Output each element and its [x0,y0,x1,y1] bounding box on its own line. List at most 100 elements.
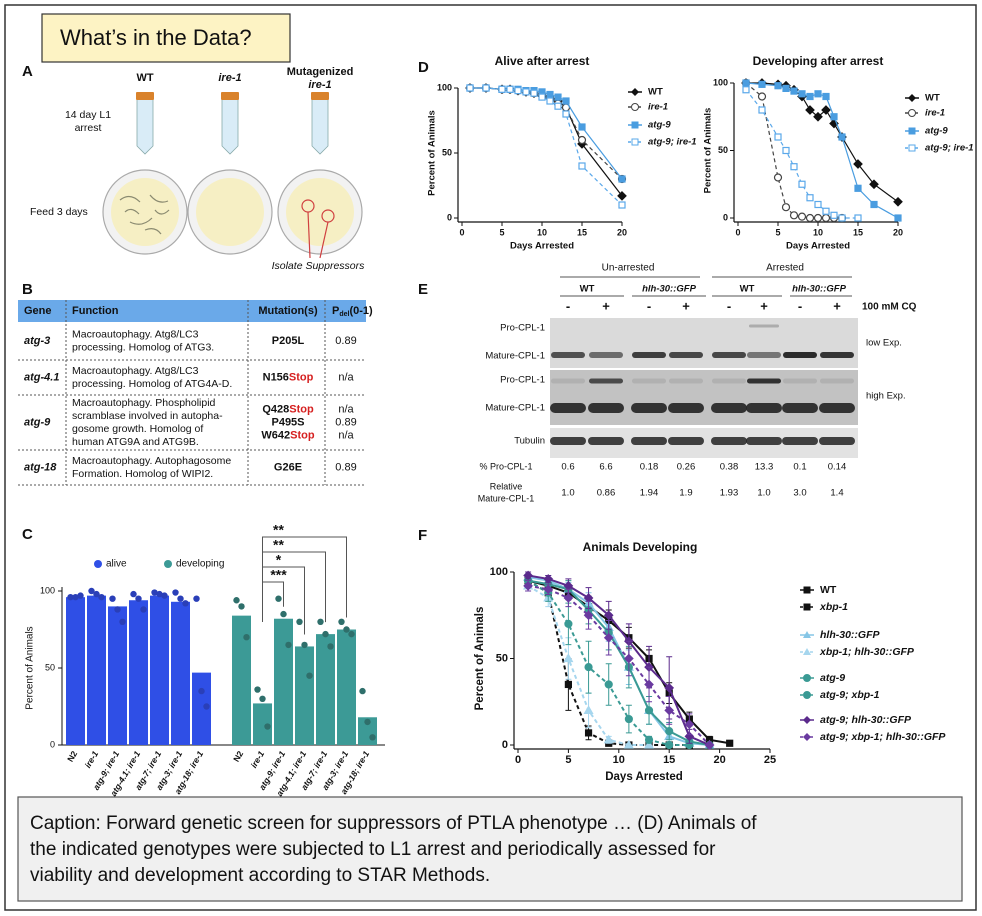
treatment-sign: - [798,298,802,313]
legend-label: atg-9; xbp-1 [820,689,880,701]
band-label: Tubulin [514,436,545,447]
group-label: Arrested [766,263,804,274]
marker [821,213,831,223]
title: What’s in the Data? [60,25,252,50]
marker [623,739,634,749]
mutation: P495S [271,416,304,428]
quant-value: 3.0 [793,488,806,499]
marker [870,200,878,209]
category-label: N2 [65,749,79,764]
quant-value: 1.4 [830,488,843,499]
header-part: P [332,305,339,317]
treatment-sign: + [602,298,610,313]
band-label: Mature-CPL-1 [485,351,545,362]
replicate [109,595,116,602]
band [746,437,782,445]
mutation: G26E [274,461,302,473]
band [712,378,746,384]
tube-label: WT [136,72,153,84]
y-tick-label: 50 [45,662,55,672]
legend-marker [803,691,811,699]
marker [466,84,474,92]
marker [563,653,574,663]
quant-value: 0.6 [561,462,574,473]
legend-marker [631,88,639,96]
y-tick-label: 0 [447,212,452,222]
marker [546,90,554,99]
band [746,403,782,413]
y-axis-label: Percent of Animals [474,607,486,711]
legend-label: ire-1 [925,108,945,119]
marker [664,705,675,716]
replicate [238,603,245,610]
genotype-label: WT [740,284,755,295]
x-tick-label: 10 [537,227,547,237]
marker [603,610,614,621]
marker [813,111,823,122]
marker [618,175,626,183]
column-header: Function [72,305,119,317]
gene: atg-9 [24,416,51,428]
legend-swatch [164,560,172,568]
bar [171,601,190,745]
quant-value: 0.26 [677,462,696,473]
replicate [264,723,271,730]
band [712,352,746,358]
legend-marker [803,603,811,611]
mutation-base: Q428 [262,403,289,415]
tube-label: Mutagenized [287,66,354,78]
treatment-sign: + [833,298,841,313]
y-axis-label: Percent of Animals [25,626,36,709]
legend-label: atg-9; ire-1 [648,137,697,148]
band [551,378,585,384]
marker [604,680,613,689]
legend-marker [908,94,916,102]
group-label: Un-arrested [602,263,655,274]
function: human ATG9A and ATG9B. [72,436,199,448]
chart-title: Alive after arrest [495,54,590,68]
marker [805,105,815,115]
function: processing. Homolog of ATG3. [72,341,214,353]
legend-marker [803,716,811,724]
replicate [140,606,147,613]
bar [253,703,272,745]
replicate [243,634,250,641]
gene: atg-4.1 [24,371,59,383]
marker [814,90,822,98]
marker [798,180,806,188]
legend-label: xbp-1 [819,601,848,613]
y-tick-label: 50 [442,147,452,157]
replicate [93,590,100,598]
y-axis-label: Percent of Animals [703,108,714,194]
replicate [327,643,334,650]
legend-marker [908,144,916,152]
bar [129,600,148,745]
band [782,403,818,413]
marker [543,584,554,595]
band-label: Pro-CPL-1 [500,323,545,334]
quant-value: 0.1 [793,462,806,473]
column-header: Mutation(s) [258,305,318,317]
genotype-label: hlh-30::GFP [792,284,846,295]
marker [758,80,766,88]
band [820,378,854,384]
replicate [364,718,371,726]
marker [838,133,846,141]
x-tick-label: 5 [775,227,780,237]
column-header: Gene [24,305,52,317]
title-box [41,13,291,63]
marker [554,93,562,101]
header-part: (0-1) [349,305,373,317]
marker [584,729,593,737]
marker [822,207,830,215]
significance-label: *** [270,567,287,583]
marker [578,162,586,170]
pdel: 0.89 [335,461,356,473]
tube-label: ire-1 [218,72,241,84]
replicate [296,618,303,625]
replicate [338,618,345,625]
header-part: del [339,311,349,318]
column-header: Pdel(0-1) [332,305,373,318]
legend-marker [631,138,639,146]
legend-marker [803,631,811,638]
